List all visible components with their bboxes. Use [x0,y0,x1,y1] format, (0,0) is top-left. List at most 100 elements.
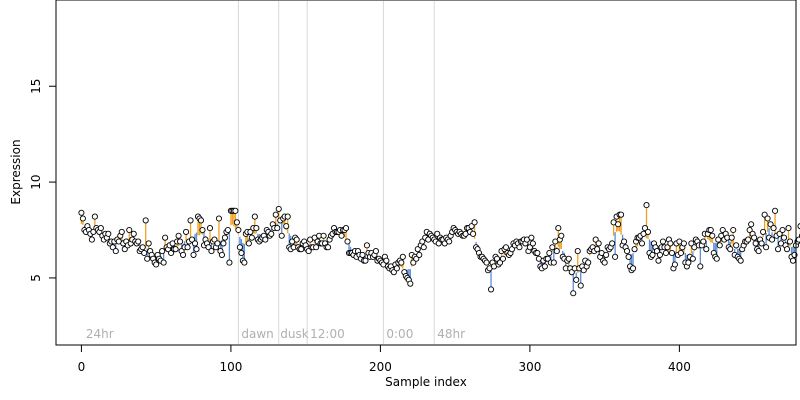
data-point [573,276,580,283]
data-point [238,249,245,257]
data-point [344,238,351,245]
y-axis: 5 10 15 [29,79,57,282]
data-point [278,232,285,239]
section-dividers [237,1,435,344]
data-point [141,249,148,257]
data-point [659,238,666,245]
data-point [609,240,616,247]
x-tick-label: 300 [518,360,541,374]
data-point [320,232,327,239]
data-point [221,234,228,241]
data-point [236,244,243,251]
data-point [183,228,190,235]
data-point [680,240,687,247]
data-point [172,246,179,253]
data-point [713,255,720,262]
data-point [697,263,704,270]
x-axis: 0 100 200 300 400 [78,344,691,374]
data-point [550,259,557,266]
data-point [649,251,656,258]
data-point [283,223,290,230]
data-point [232,207,239,214]
data-point [253,225,260,232]
data-point [153,261,160,268]
data-point [772,207,779,214]
data-point [184,244,191,251]
data-point [175,232,182,239]
data-point [709,232,716,239]
section-label: 0:00 [386,327,413,341]
data-point [407,280,414,287]
data-point [730,226,737,234]
y-axis-label: Expression [9,139,23,204]
x-tick-label: 200 [369,360,392,374]
data-point [398,259,405,266]
data-point [769,236,776,243]
data-point [797,223,800,230]
data-point [558,232,565,239]
data-point [199,226,206,234]
section-label: dawn [241,327,273,341]
data-point [214,240,221,247]
section-label: dusk [280,327,308,341]
data-point [553,248,560,255]
data-point [162,234,169,241]
data-point [745,236,752,243]
data-point [79,215,86,222]
data-point [656,251,664,258]
section-label: 48hr [437,327,465,341]
data-point [145,240,152,247]
data-point [786,238,794,245]
data-point [612,253,619,260]
data-point [245,240,252,247]
data-point [752,240,759,247]
data-point [313,244,320,251]
data-point [251,213,258,220]
data-point [177,238,184,245]
data-point [624,248,631,255]
data-point [763,244,770,251]
data-point [671,261,678,268]
data-point [293,236,300,243]
data-point [372,248,379,255]
data-point [643,202,650,209]
x-tick-label: 100 [219,360,242,374]
data-point [630,265,637,272]
section-labels: 24hr dawn dusk 12:00 0:00 48hr [86,327,465,341]
data-point [78,209,85,216]
data-point [667,240,674,247]
data-point [191,240,199,247]
data-point [105,230,112,237]
section-label: 12:00 [310,327,345,341]
data-point [707,226,714,234]
y-tick-label: 5 [29,274,43,282]
data-point [577,282,584,289]
data-point [689,255,696,262]
data-point [420,244,427,251]
data-point [703,246,710,253]
data-point [789,257,797,264]
data-point [112,248,119,255]
data-point [197,217,205,224]
data-point [193,246,200,253]
data-point [516,244,523,251]
data-point [118,228,125,235]
data-point [206,225,214,232]
data-point [399,253,406,260]
data-point [631,246,638,253]
data-point [416,251,423,258]
data-point [359,251,366,258]
data-point [795,236,800,243]
data-point [737,257,744,264]
data-point [618,211,625,218]
data-point [180,251,187,258]
data-point [555,225,562,232]
data-point [160,259,167,266]
data-point [91,213,98,220]
data-point [274,225,281,232]
data-point [342,225,350,232]
data-point [483,259,490,266]
data-point [383,257,390,264]
data-point [677,249,684,257]
